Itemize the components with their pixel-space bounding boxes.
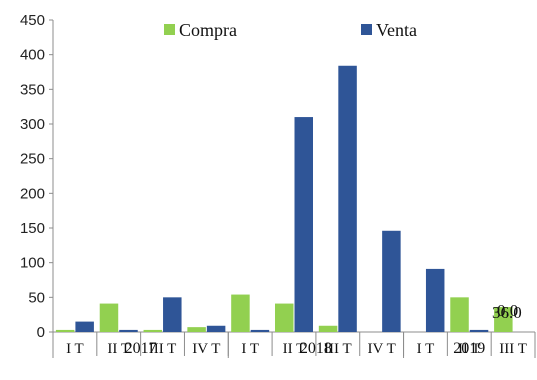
bar-venta-5 xyxy=(294,117,313,332)
legend-label-venta: Venta xyxy=(376,20,417,40)
x-tick-label: IV T xyxy=(368,341,396,357)
legend-swatch-compra xyxy=(164,24,175,35)
x-tick-label: II T xyxy=(283,341,306,357)
bar-compra-4 xyxy=(231,294,250,332)
bar-compra-0 xyxy=(55,329,75,332)
group-label: 2018 xyxy=(300,340,332,357)
x-tick-label: I T xyxy=(241,341,259,357)
bar-venta-3 xyxy=(206,325,226,332)
legend: Compra Venta xyxy=(164,20,417,40)
bar-venta-6 xyxy=(338,65,357,332)
bar-compra-10 xyxy=(494,307,513,332)
bar-venta-0 xyxy=(75,321,94,332)
y-tick-label: 0 xyxy=(37,324,45,341)
bar-venta-2 xyxy=(163,297,182,332)
legend-swatch-venta xyxy=(361,24,372,35)
bar-venta-4 xyxy=(250,329,270,332)
bar-compra-6 xyxy=(318,325,338,332)
bar-venta-8 xyxy=(425,268,445,332)
x-tick-label: IV T xyxy=(192,341,220,357)
bar-compra-1 xyxy=(99,303,119,332)
bar-venta-7 xyxy=(382,230,401,332)
y-tick-label: 300 xyxy=(20,116,45,133)
y-tick-label: 450 xyxy=(20,12,45,29)
x-tick-label: III T xyxy=(324,341,352,357)
y-tick-label: 50 xyxy=(28,289,45,306)
x-tick-label: II T xyxy=(107,341,130,357)
bar-compra-9 xyxy=(450,297,469,332)
data-label-compra-2019-iii: 36.0 xyxy=(492,303,522,322)
group-label: 2017 xyxy=(125,340,157,357)
y-tick-label: 100 xyxy=(20,255,45,272)
group-label: 2019 xyxy=(453,340,485,357)
y-tick-label: 150 xyxy=(20,220,45,237)
y-tick-label: 250 xyxy=(20,151,45,168)
legend-label-compra: Compra xyxy=(179,20,237,40)
data-label-venta-2019-iii: 0.0 xyxy=(497,301,518,320)
x-tick-label: I T xyxy=(66,341,84,357)
bars xyxy=(55,65,513,332)
x-tick-label: II T xyxy=(458,341,481,357)
bar-compra-5 xyxy=(275,303,294,332)
x-tick-label: III T xyxy=(149,341,177,357)
x-tick-label: I T xyxy=(417,341,435,357)
bar-venta-1 xyxy=(119,329,138,332)
y-tick-label: 350 xyxy=(20,81,45,98)
bar-compra-3 xyxy=(187,327,206,332)
bar-venta-9 xyxy=(469,329,489,332)
axes: 0 50 100 150 200 250 300 350 400 450 I T II T III T I… xyxy=(20,12,536,358)
y-tick-label: 200 xyxy=(20,185,45,202)
y-tick-label: 400 xyxy=(20,47,45,64)
bar-compra-2 xyxy=(143,329,163,332)
x-tick-label: III T xyxy=(499,341,527,357)
data-labels: 36.0 0.0 xyxy=(492,301,522,322)
